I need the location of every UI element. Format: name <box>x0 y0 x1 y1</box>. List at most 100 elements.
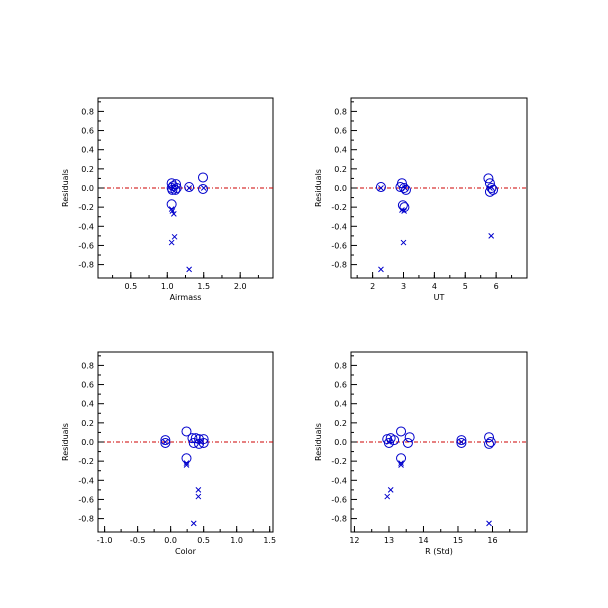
y-tick-label: -0.2 <box>331 203 347 212</box>
data-point-circle <box>485 437 496 447</box>
x-tick-label: 15 <box>453 536 463 545</box>
panel-airmass: -0.8 -0.6 -0.4 -0.2 0.0 0.2 0.4 0.6 0.8 0.5 1.0 1.5… <box>61 97 274 302</box>
y-tick-label: -0.4 <box>78 222 94 231</box>
y-tick-label: 0.8 <box>334 107 347 116</box>
x-tick-label: 4 <box>432 282 437 291</box>
data-point-cross <box>200 185 207 191</box>
y-tick-label: -0.8 <box>78 515 94 524</box>
y-tick-label: -0.6 <box>331 241 347 250</box>
x-tick-label: 0.5 <box>124 282 137 291</box>
data-point-circle <box>160 437 171 448</box>
data-point-cross <box>398 462 404 468</box>
data-point-circle <box>184 182 195 193</box>
x-tick-label: 1.5 <box>197 282 210 291</box>
data-point-cross <box>162 439 169 445</box>
x-tick-label: 12 <box>349 536 359 545</box>
y-tick-label: -0.6 <box>331 495 347 504</box>
y-tick-label: -0.4 <box>331 222 347 231</box>
data-point-circle <box>483 173 494 184</box>
x-tick-label: 1.5 <box>263 536 276 545</box>
data-point-cross <box>183 460 190 466</box>
data-point-cross <box>169 208 176 214</box>
x-tick-label: 16 <box>487 536 497 545</box>
x-tick-label: -0.5 <box>130 536 146 545</box>
y-tick-label: -0.4 <box>78 476 94 485</box>
y-tick-label: 0.6 <box>334 381 347 390</box>
data-point-circle <box>166 199 177 210</box>
y-tick-label: -0.2 <box>78 457 94 466</box>
y-tick-label: 0.6 <box>81 381 94 390</box>
x-tick-label: 13 <box>384 536 394 545</box>
y-tick-label: 0.0 <box>81 438 94 447</box>
data-point-cross <box>186 266 192 273</box>
y-tick-label: 0.2 <box>81 165 94 174</box>
x-tick-label: 14 <box>418 536 428 545</box>
data-point-cross <box>488 233 495 239</box>
y-tick-label: 0.4 <box>81 146 94 155</box>
data-point-cross <box>171 233 178 240</box>
data-point-circle <box>396 426 407 437</box>
data-point-cross <box>378 266 384 273</box>
x-axis-label: UT <box>434 293 445 302</box>
data-point-cross <box>402 185 408 191</box>
y-tick-label: 0.8 <box>334 361 347 370</box>
data-point-circle <box>396 453 407 464</box>
y-axis-label: Residuals <box>61 169 70 207</box>
data-point-circle <box>160 435 171 446</box>
data-point-circle <box>188 437 199 448</box>
x-tick-label: 6 <box>494 282 499 291</box>
data-point-cross <box>386 439 392 445</box>
y-tick-label: 0.2 <box>334 165 347 174</box>
data-point-circle <box>194 438 205 449</box>
panel-r-std: -0.8 -0.6 -0.4 -0.2 0.0 0.2 0.4 0.6 0.8 12 13 14 15 1… <box>314 351 528 556</box>
y-tick-label: -0.4 <box>331 476 347 485</box>
data-point-circle <box>404 432 415 443</box>
data-point-cross <box>487 185 493 191</box>
data-point-circle <box>167 184 178 195</box>
y-tick-label: -0.8 <box>78 261 94 270</box>
data-point-cross <box>486 520 492 527</box>
data-point-cross <box>170 185 176 191</box>
data-point-cross <box>398 460 404 466</box>
data-point-cross <box>195 487 202 493</box>
x-tick-label: 2 <box>370 282 375 291</box>
x-tick-label: 5 <box>463 282 468 291</box>
y-tick-label: -0.6 <box>78 495 94 504</box>
panel-ut: -0.8 -0.6 -0.4 -0.2 0.0 0.2 0.4 0.6 0.8 2 3 4 5 6 UT Re… <box>314 97 528 302</box>
data-point-cross <box>186 185 192 191</box>
x-tick-label: 3 <box>401 282 406 291</box>
data-point-circle <box>484 438 495 449</box>
data-point-circle <box>402 437 413 448</box>
y-axis-label: Residuals <box>314 423 323 461</box>
y-tick-label: 0.2 <box>334 419 347 428</box>
y-tick-label: 0.6 <box>81 127 94 136</box>
data-point-circle <box>456 435 467 446</box>
y-tick-label: 0.4 <box>81 400 94 409</box>
data-point-circle <box>399 183 410 193</box>
y-tick-label: 0.4 <box>334 146 347 155</box>
data-point-cross <box>401 208 407 214</box>
data-point-cross <box>387 487 394 493</box>
y-tick-label: 0.2 <box>81 419 94 428</box>
y-tick-label: 0.0 <box>334 184 347 193</box>
x-tick-label: 2.0 <box>234 282 247 291</box>
x-tick-label: -1.0 <box>97 536 113 545</box>
data-point-circle <box>171 183 182 193</box>
data-point-circle <box>456 437 467 448</box>
data-point-cross <box>378 185 384 191</box>
data-point-circle <box>198 172 208 183</box>
y-tick-label: 0.8 <box>81 107 94 116</box>
data-point-cross <box>183 462 190 468</box>
x-tick-label: 0.5 <box>197 536 210 545</box>
data-point-circle <box>400 184 411 195</box>
y-tick-label: -0.6 <box>78 241 94 250</box>
y-tick-label: -0.8 <box>331 515 347 524</box>
data-point-circle <box>389 435 400 446</box>
x-axis-label: Color <box>175 547 197 556</box>
data-point-cross <box>170 210 177 217</box>
data-point-cross <box>400 239 407 246</box>
y-tick-label: 0.0 <box>334 438 347 447</box>
panel-color: -0.8 -0.6 -0.4 -0.2 0.0 0.2 0.4 0.6 0.8 -1.0 -0.5 0… <box>61 351 276 556</box>
